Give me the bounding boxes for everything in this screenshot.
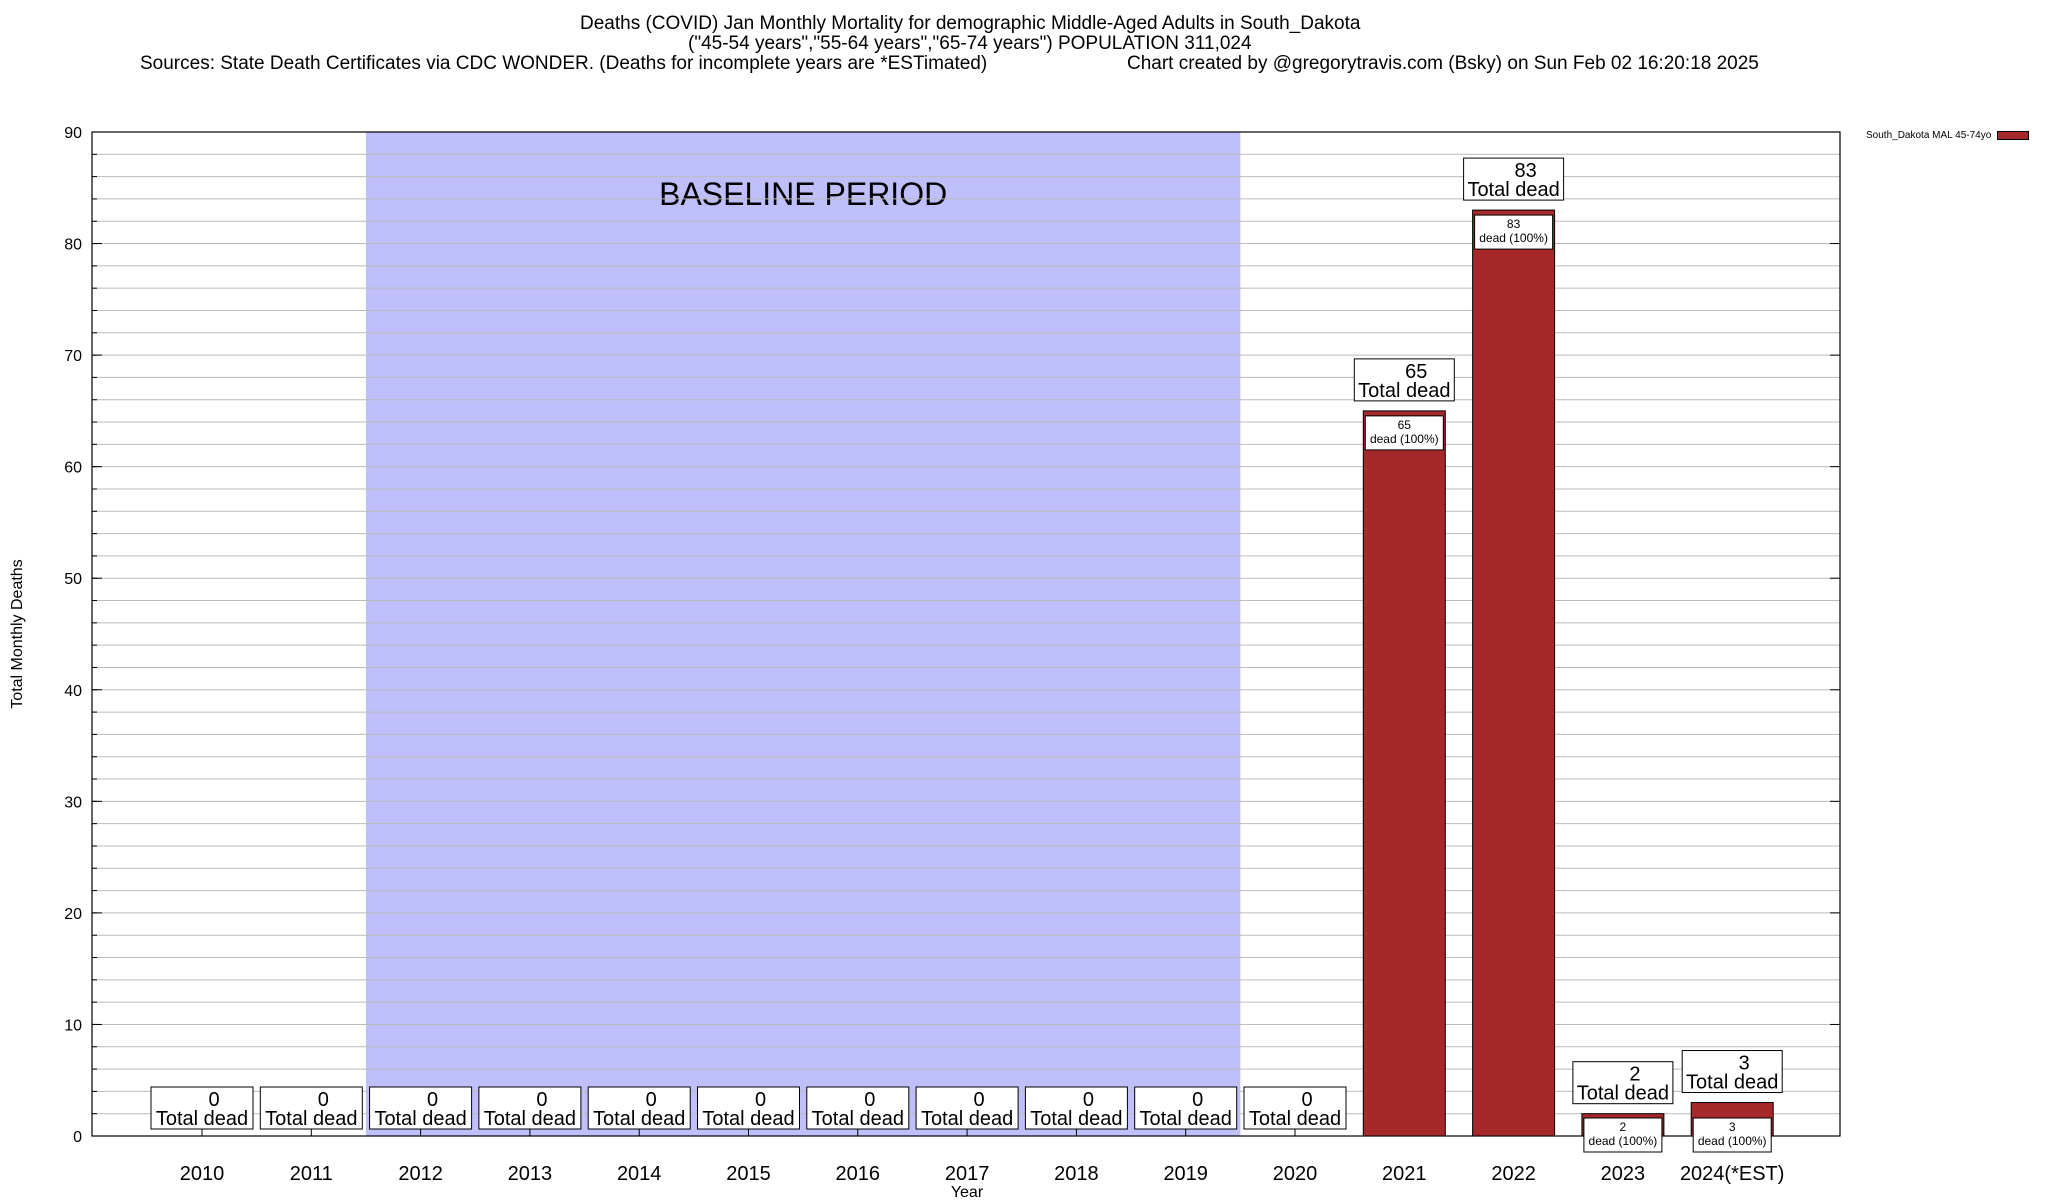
y-tick-label: 0 xyxy=(73,1129,82,1146)
total-value-label: 0 xyxy=(974,1089,985,1111)
total-suffix-label: Total dead xyxy=(484,1108,576,1130)
x-tick-label: 2023 xyxy=(1601,1163,1646,1185)
total-value-label: 0 xyxy=(208,1089,219,1111)
total-value-label: 0 xyxy=(1083,1089,1094,1111)
total-value-label: 0 xyxy=(427,1089,438,1111)
total-label-box xyxy=(915,1086,1019,1130)
total-value-label: 0 xyxy=(536,1089,547,1111)
legend: South_Dakota MAL 45-74yo xyxy=(1866,130,2030,141)
x-tick-label: 2011 xyxy=(290,1163,333,1185)
y-tick-label: 30 xyxy=(64,794,82,811)
segment-percent-label: dead (100%) xyxy=(1589,1134,1658,1148)
segment-value-label: 65 xyxy=(1398,418,1412,432)
total-suffix-label: Total dead xyxy=(156,1108,248,1130)
total-suffix-label: Total dead xyxy=(812,1108,904,1130)
total-label-box xyxy=(259,1086,363,1130)
total-value-label: 0 xyxy=(755,1089,766,1111)
total-suffix-label: Total dead xyxy=(921,1108,1013,1130)
total-label-box xyxy=(806,1086,910,1130)
x-tick-label: 2020 xyxy=(1273,1163,1318,1185)
total-suffix-label: Total dead xyxy=(702,1108,794,1130)
total-suffix-label: Total dead xyxy=(1577,1083,1669,1105)
total-suffix-label: Total dead xyxy=(1140,1108,1232,1130)
total-label-box xyxy=(1572,1061,1674,1105)
segment-label-box xyxy=(1583,1117,1663,1153)
legend-label: South_Dakota MAL 45-74yo xyxy=(1866,130,1992,141)
total-label-box xyxy=(1243,1086,1347,1130)
x-tick-label: 2017 xyxy=(945,1163,990,1185)
total-suffix-label: Total dead xyxy=(1358,380,1450,402)
legend-swatch xyxy=(1997,131,2030,140)
total-label-box xyxy=(1024,1086,1128,1130)
segment-percent-label: dead (100%) xyxy=(1479,231,1548,245)
y-tick-label: 40 xyxy=(64,683,82,700)
total-label-box xyxy=(1353,358,1455,402)
total-suffix-label: Total dead xyxy=(1467,179,1559,201)
total-value-label: 0 xyxy=(646,1089,657,1111)
total-value-label: 0 xyxy=(318,1089,329,1111)
y-tick-label: 50 xyxy=(64,571,82,588)
x-tick-label: 2018 xyxy=(1054,1163,1099,1185)
y-tick-label: 90 xyxy=(64,125,82,142)
y-tick-label: 10 xyxy=(64,1017,82,1034)
plot-frame xyxy=(91,131,1841,1137)
total-label-box xyxy=(369,1086,473,1130)
segment-percent-label: dead (100%) xyxy=(1698,1134,1767,1148)
y-tick-label: 60 xyxy=(64,460,82,477)
chart-credit: Chart created by @gregorytravis.com (Bsk… xyxy=(1127,53,1759,74)
x-tick-label: 2015 xyxy=(726,1163,771,1185)
segment-value-label: 2 xyxy=(1620,1120,1627,1134)
bar xyxy=(1362,410,1446,1137)
total-value-label: 3 xyxy=(1739,1053,1750,1075)
total-label-box xyxy=(697,1086,800,1130)
total-suffix-label: Total dead xyxy=(1686,1072,1778,1094)
total-suffix-label: Total dead xyxy=(593,1108,685,1130)
x-axis-label: Year xyxy=(951,1184,984,1200)
total-value-label: 83 xyxy=(1514,160,1536,182)
total-suffix-label: Total dead xyxy=(1249,1108,1341,1130)
segment-value-label: 83 xyxy=(1507,217,1521,231)
x-tick-label: 2013 xyxy=(508,1163,553,1185)
total-label-box xyxy=(1134,1086,1238,1130)
x-tick-label: 2016 xyxy=(836,1163,881,1185)
x-tick-label: 2012 xyxy=(398,1163,443,1185)
x-tick-label: 2022 xyxy=(1491,1163,1536,1185)
y-tick-label: 80 xyxy=(64,237,82,254)
total-label-box xyxy=(587,1086,691,1130)
chart-sources: Sources: State Death Certificates via CD… xyxy=(140,53,988,74)
y-axis-label: Total Monthly Deaths xyxy=(9,559,26,708)
total-value-label: 2 xyxy=(1629,1064,1640,1086)
total-label-box xyxy=(1463,157,1565,201)
segment-percent-label: dead (100%) xyxy=(1370,432,1439,446)
chart-subtitle: ("45-54 years","55-64 years","65-74 year… xyxy=(688,33,1252,54)
x-tick-label: 2010 xyxy=(180,1163,225,1185)
total-label-box xyxy=(150,1086,254,1130)
x-tick-label: 2014 xyxy=(617,1163,662,1185)
segment-label-box xyxy=(1364,415,1444,451)
bar xyxy=(1472,209,1556,1137)
total-value-label: 0 xyxy=(1301,1089,1312,1111)
total-suffix-label: Total dead xyxy=(1030,1108,1122,1130)
chart-title: Deaths (COVID) Jan Monthly Mortality for… xyxy=(580,13,1361,34)
total-value-label: 0 xyxy=(1192,1089,1203,1111)
x-tick-label: 2021 xyxy=(1382,1163,1427,1185)
total-label-box xyxy=(478,1086,582,1130)
total-value-label: 0 xyxy=(864,1089,875,1111)
y-tick-label: 20 xyxy=(64,906,82,923)
total-suffix-label: Total dead xyxy=(265,1108,357,1130)
y-tick-label: 70 xyxy=(64,348,82,365)
baseline-label: BASELINE PERIOD xyxy=(659,176,947,212)
segment-label-box xyxy=(1692,1117,1772,1153)
total-value-label: 65 xyxy=(1405,361,1427,383)
total-suffix-label: Total dead xyxy=(374,1108,466,1130)
segment-value-label: 3 xyxy=(1729,1120,1736,1134)
segment-label-box xyxy=(1474,214,1554,250)
x-tick-label: 2024(*EST) xyxy=(1680,1163,1785,1185)
x-tick-label: 2019 xyxy=(1163,1163,1208,1185)
total-label-box xyxy=(1681,1050,1783,1094)
baseline-region xyxy=(365,132,1241,1136)
